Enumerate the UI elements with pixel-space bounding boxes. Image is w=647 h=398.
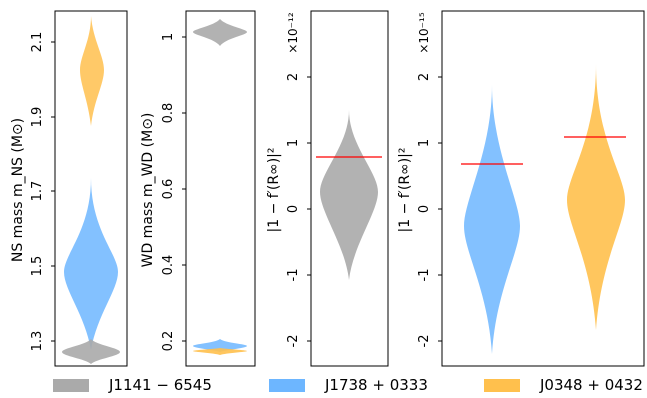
legend-label: J1141 − 6545 [109, 376, 212, 394]
violin-j0348-f [567, 64, 625, 330]
legend-label: J0348 + 0432 [540, 376, 643, 394]
violin-layer [316, 110, 382, 280]
y-axis-exponent: ×10⁻¹⁵ [417, 12, 431, 53]
violin-layer [62, 16, 120, 364]
y-tick-label: 1.9 [30, 107, 45, 128]
panel-wd-mass: 0.2 0.4 0.6 0.8 1 WD mass m_WD (M⊙) [140, 10, 256, 367]
legend-swatch [53, 378, 89, 392]
violin-layer [461, 64, 626, 354]
y-axis-label: NS mass m_NS (M⊙) [10, 118, 26, 262]
y-tick-label: -1 [286, 269, 301, 282]
legend-label: J1738 + 0333 [325, 376, 428, 394]
y-tick-label: 1.7 [30, 181, 45, 202]
y-tick-label: -2 [286, 335, 301, 348]
y-tick-label: 0.4 [161, 255, 176, 276]
y-axis-label: |1 − f′(R∞)|² [266, 147, 282, 232]
y-tick-label: 1 [417, 139, 432, 147]
legend-swatch [484, 378, 520, 392]
y-tick-label: 0.8 [161, 103, 176, 124]
violin-j0348-ns [80, 16, 104, 126]
y-tick-label: 0 [417, 205, 432, 213]
y-tick-label: 2 [286, 73, 301, 81]
panel-f-prime-1e-12: -2 -1 0 1 2 ×10⁻¹² |1 − f′(R∞)|² [266, 10, 389, 367]
panel-frame [185, 10, 256, 367]
y-axis: -2 -1 0 1 2 ×10⁻¹⁵ |1 − f′(R∞)|² [397, 12, 442, 347]
y-tick-label: 2 [417, 73, 432, 81]
legend: J1141 − 6545 J1738 + 0333 J0348 + 0432 [0, 372, 647, 398]
y-axis-label: WD mass m_WD (M⊙) [140, 113, 156, 268]
y-tick-label: 0.6 [161, 179, 176, 200]
y-tick-label: -1 [417, 269, 432, 282]
violin-j1141-f [320, 110, 378, 280]
violin-j1141-ns [62, 339, 120, 364]
y-tick-label: 1 [286, 139, 301, 147]
legend-swatch [269, 378, 305, 392]
violin-j1738-f [464, 85, 520, 354]
y-axis-label: |1 − f′(R∞)|² [397, 147, 413, 232]
y-tick-label: 2.1 [30, 32, 45, 53]
figure: 1.3 1.5 1.7 1.9 2.1 NS mass m_NS (M⊙) 0.… [10, 10, 645, 367]
legend-item-j1738: J1738 + 0333 [269, 375, 428, 395]
panel-ns-mass: 1.3 1.5 1.7 1.9 2.1 NS mass m_NS (M⊙) [10, 10, 128, 367]
y-tick-label: 1 [161, 33, 176, 41]
violin-j0348-wd [193, 348, 247, 355]
y-tick-label: 1.3 [30, 331, 45, 352]
violin-j1738-wd [193, 339, 247, 352]
y-axis: 0.2 0.4 0.6 0.8 1 WD mass m_WD (M⊙) [140, 33, 186, 351]
y-axis: -2 -1 0 1 2 ×10⁻¹² |1 − f′(R∞)|² [266, 12, 311, 347]
panel-frame [310, 10, 389, 367]
violin-layer [193, 19, 247, 355]
y-axis-exponent: ×10⁻¹² [286, 12, 300, 53]
legend-item-j0348: J0348 + 0432 [484, 375, 643, 395]
violin-j1141-wd [193, 19, 247, 46]
y-tick-label: 0.2 [161, 331, 176, 352]
y-tick-label: 1.5 [30, 256, 45, 277]
panel-f-prime-1e-15: -2 -1 0 1 2 ×10⁻¹⁵ |1 − f′(R∞)|² [397, 10, 645, 367]
panel-frame [441, 10, 645, 367]
y-tick-label: 0 [286, 205, 301, 213]
y-tick-label: -2 [417, 335, 432, 348]
panel-frame [54, 10, 128, 367]
violin-j1738-ns [64, 178, 118, 350]
y-axis: 1.3 1.5 1.7 1.9 2.1 NS mass m_NS (M⊙) [10, 32, 55, 352]
legend-item-j1141: J1141 − 6545 [53, 375, 212, 395]
